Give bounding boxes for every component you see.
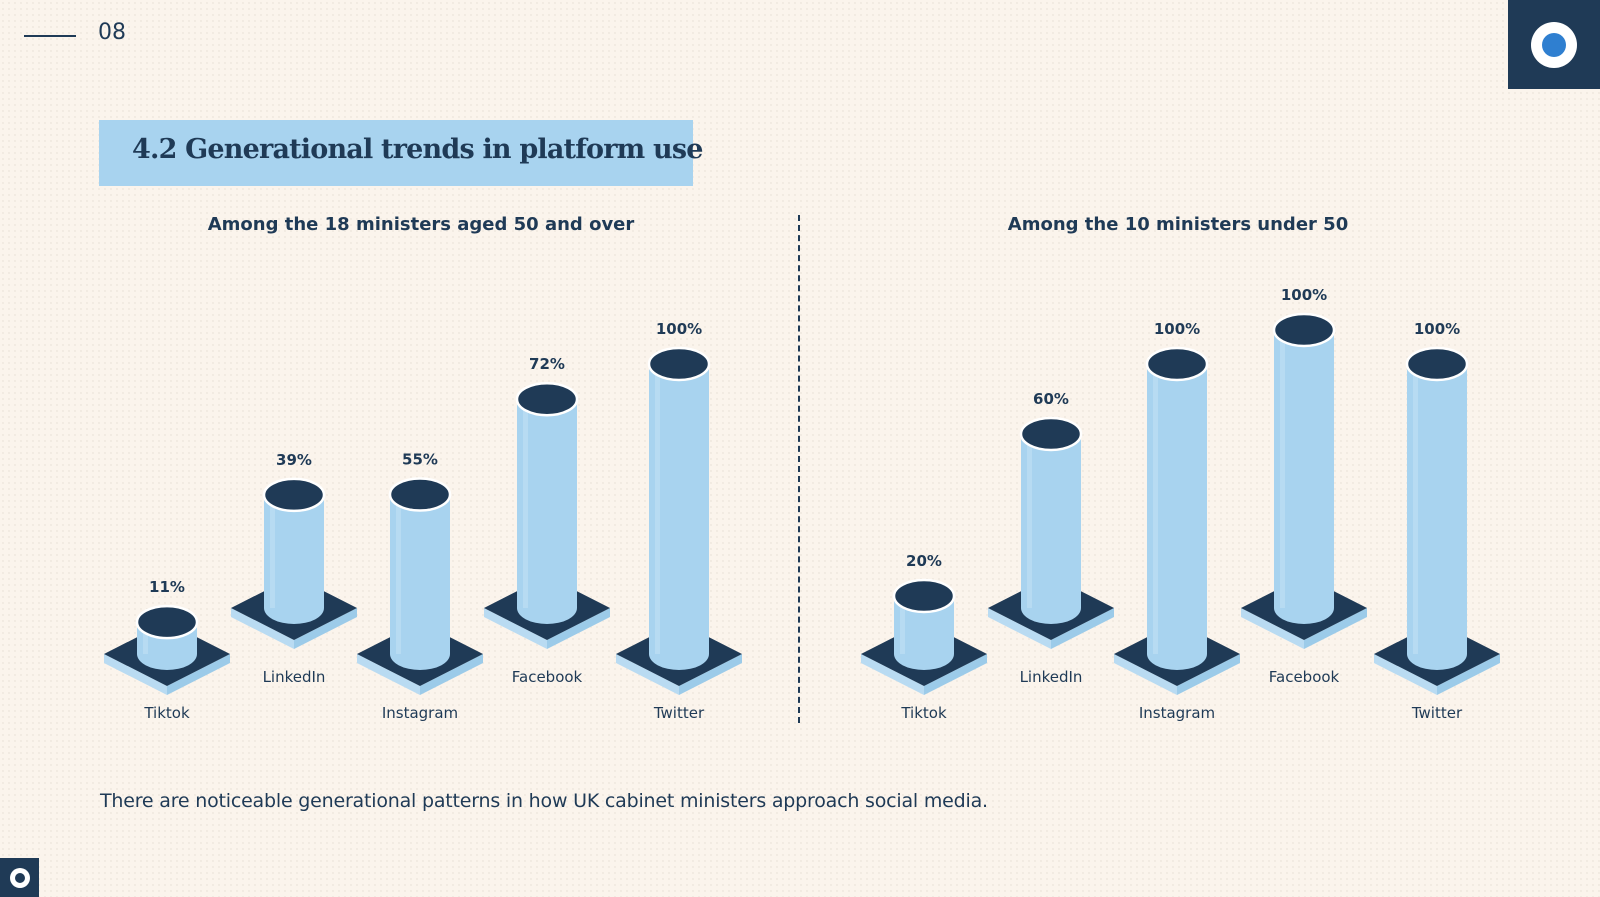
chart1-twitter-bar [649,364,709,670]
chart2-linkedin-base-side-right [1051,608,1114,649]
chart2-twitter-bar-top [1405,346,1469,382]
chart2-tiktok-base-side-left [861,654,924,695]
chart1-twitter-value-label: 100% [656,320,702,338]
chart1-facebook-base-side-right [547,608,610,649]
chart1-facebook-bar-top [515,381,579,417]
chart2-linkedin-base-side-left [988,608,1051,649]
chart1-twitter-base-side-left [616,654,679,695]
chart1-instagram-base-side-right [420,654,483,695]
chart2-instagram-category-label: Instagram [1139,704,1215,722]
chart2-tiktok-category-label: Tiktok [900,704,947,722]
chart2-twitter-bar-highlight [1413,364,1418,654]
chart2-tiktok-bar-highlight [900,596,905,654]
chart2-facebook-bar-highlight [1280,330,1285,608]
chart2-facebook-base-side-left [1241,608,1304,649]
chart1-linkedin-base-side-right [294,608,357,649]
chart1-tiktok-base-side-right [167,654,230,695]
footer-logo-icon [9,867,30,888]
chart1-instagram-category-label: Instagram [382,704,458,722]
chart1-facebook-bar-highlight [523,399,528,608]
chart2-facebook-bar [1274,330,1334,624]
chart1-instagram-bar-highlight [396,494,401,654]
chart2-tiktok-value-label: 20% [906,552,942,570]
chart2-linkedin-value-label: 60% [1033,390,1069,408]
chart2-facebook-base-side-right [1304,608,1367,649]
chart2-twitter-value-label: 100% [1414,320,1460,338]
chart2-linkedin-bar-highlight [1027,434,1032,608]
chart1-facebook-bar [517,399,577,624]
chart1-instagram-value-label: 55% [402,451,438,469]
chart2-instagram-base-side-right [1177,654,1240,695]
chart1-twitter-bar-top [647,346,711,382]
chart1-twitter-base-side-right [679,654,742,695]
chart2-twitter-bar [1407,364,1467,670]
section-title-box: 4.2 Generational trends in platform use [99,120,703,186]
chart1-tiktok-category-label: Tiktok [143,704,190,722]
page-number-rule [24,35,76,37]
chart1-instagram-bar [390,494,450,670]
chart1-instagram-base-side-left [357,654,420,695]
chart-divider [798,215,800,723]
chart1-linkedin-bar-top [262,477,326,513]
chart1-tiktok-value-label: 11% [149,578,185,596]
chart2-instagram-value-label: 100% [1154,320,1200,338]
chart-title-1: Among the 18 ministers aged 50 and over [208,214,635,235]
chart2-twitter-category-label: Twitter [1411,704,1463,722]
chart1-tiktok-bar-top [135,604,199,640]
page-number: 08 [98,20,126,45]
chart2-instagram-bar [1147,364,1207,670]
footer-logo[interactable] [0,858,39,897]
chart2-instagram-base-side-left [1114,654,1177,695]
chart1-linkedin-bar [264,494,324,624]
chart1-instagram-bar-top [388,477,452,512]
chart2-facebook-value-label: 100% [1281,286,1327,304]
chart1-linkedin-base-side-left [231,608,294,649]
chart2-instagram-bar-top [1145,346,1209,382]
chart2-instagram-bar-highlight [1153,364,1158,654]
chart2-linkedin-bar [1021,434,1081,624]
chart2-twitter-base-side-right [1437,654,1500,695]
brand-logo[interactable] [1508,0,1600,89]
chart1-linkedin-bar-highlight [270,494,275,608]
chart1-facebook-base-side-left [484,608,547,649]
chart1-tiktok-base-side-left [104,654,167,695]
chart2-facebook-category-label: Facebook [1269,668,1340,686]
section-title: 4.2 Generational trends in platform use [132,134,703,165]
chart2-tiktok-bar-top [892,578,956,614]
chart1-linkedin-value-label: 39% [276,451,312,469]
chart2-linkedin-bar-top [1019,416,1083,452]
chart2-facebook-bar-top [1272,312,1336,348]
chart2-linkedin-category-label: LinkedIn [1020,668,1083,686]
chart1-tiktok-bar-highlight [143,622,148,654]
logo-ring-icon [1531,21,1577,68]
chart1-twitter-bar-highlight [655,364,660,654]
chart2-tiktok-base-side-right [924,654,987,695]
caption-text: There are noticeable generational patter… [100,790,988,812]
chart1-twitter-category-label: Twitter [653,704,705,722]
chart2-twitter-base-side-left [1374,654,1437,695]
chart1-linkedin-category-label: LinkedIn [263,668,326,686]
chart1-facebook-category-label: Facebook [512,668,583,686]
chart2-tiktok-bar [894,596,954,670]
chart-title-2: Among the 10 ministers under 50 [1008,214,1348,235]
chart1-facebook-value-label: 72% [529,355,565,373]
